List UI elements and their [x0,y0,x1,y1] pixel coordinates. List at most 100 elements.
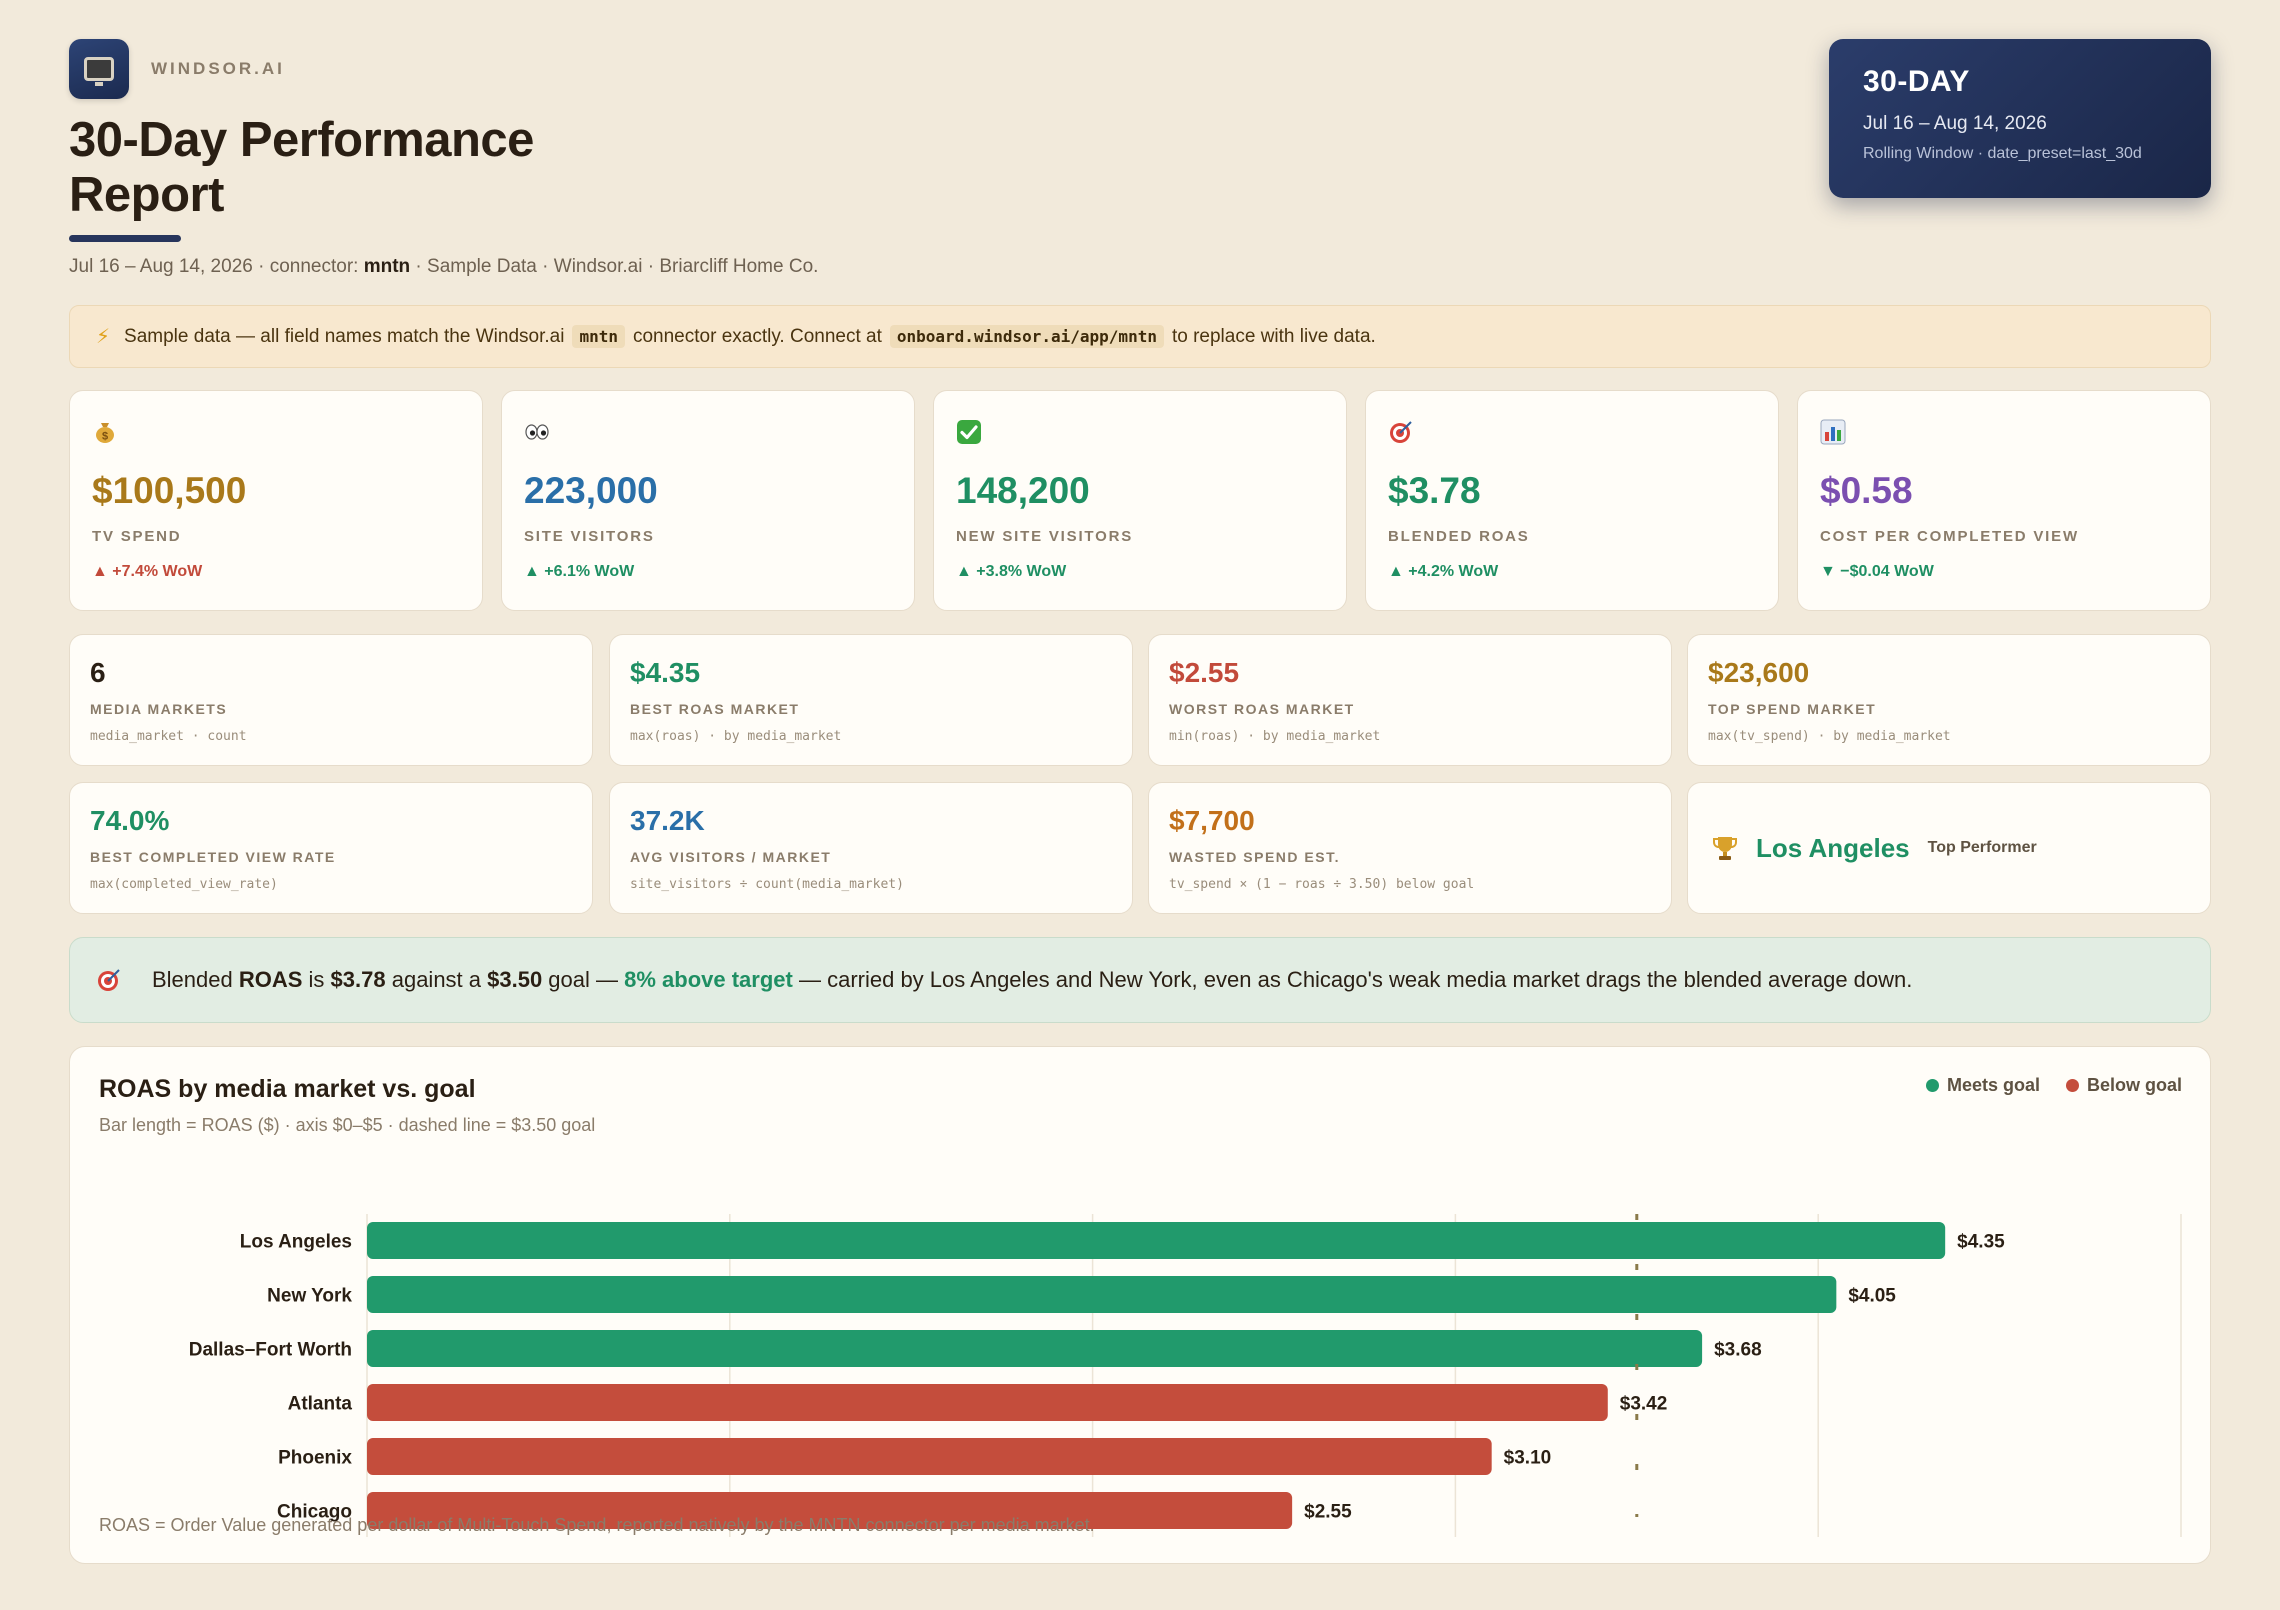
insight-bold: ROAS [238,967,303,992]
top-performer-card: Los Angeles Top Performer [1687,782,2211,914]
kpi-label: COST PER COMPLETED VIEW [1820,528,2079,545]
bar-dallas-fort-worth [367,1330,1703,1367]
metric-card-top-spend: $23,600 TOP SPEND MARKET max(tv_spend) ·… [1687,634,2211,766]
value-label: $4.35 [1957,1232,2005,1253]
value-label: $3.68 [1714,1340,1762,1361]
bar-chicago [367,1492,1293,1529]
metric-label: MEDIA MARKETS [90,701,228,717]
target-icon [1390,421,1412,443]
banner-code-url[interactable]: onboard.windsor.ai/app/mntn [889,325,1164,348]
metric-card-avg-visitors: 37.2K AVG VISITORS / MARKET site_visitor… [609,782,1133,914]
subline-date: Jul 16 – Aug 14, 2026 · connector: [69,256,364,277]
svg-text:$: $ [102,431,108,443]
kpi-label: BLENDED ROAS [1388,528,1530,545]
metric-label: TOP SPEND MARKET [1708,701,1877,717]
metric-value: $2.55 [1169,657,1240,688]
legend-label: Meets goal [1946,1075,2040,1095]
kpi-delta: ▲ +6.1% WoW [524,563,635,580]
kpi-card-new-site-visitors: 148,200 NEW SITE VISITORS ▲ +3.8% WoW [933,390,1347,611]
metric-card-best-roas: $4.35 BEST ROAS MARKET max(roas) · by me… [609,634,1133,766]
legend-meets-goal: Meets goal [1925,1075,2040,1096]
title-underline [69,235,181,242]
legend-below-goal: Below goal [2065,1075,2182,1096]
insight-bold: $3.78 [330,967,386,992]
window-dates: Jul 16 – Aug 14, 2026 [1863,113,2047,134]
value-label: $3.10 [1504,1448,1552,1469]
roas-chart-card: ROAS by media market vs. goal Bar length… [69,1046,2211,1564]
page-title-line2: Report [69,168,224,222]
insight-text-part: — carried by Los Angeles and New York, e… [792,967,1913,992]
category-label: Atlanta [288,1394,353,1415]
metric-value: 37.2K [630,805,705,836]
metric-label: WASTED SPEND EST. [1169,849,1340,865]
kpi-label: NEW SITE VISITORS [956,528,1134,545]
sample-data-banner: ⚡ Sample data — all field names match th… [69,305,2211,368]
value-label: $3.42 [1620,1394,1668,1415]
subline-meta: · Sample Data · Windsor.ai · Briarcliff … [410,256,819,277]
bar-phoenix [367,1438,1492,1475]
brand-name: WINDSOR.AI [151,59,285,78]
insight-text-part: Blended [152,967,239,992]
report-header: WINDSOR.AI 30-Day Performance Report Jul… [69,39,2211,278]
category-label: Chicago [277,1502,352,1523]
check-mark-icon [957,420,981,444]
kpi-delta: ▲ +3.8% WoW [956,563,1067,580]
page-title-line1: 30-Day Performance [69,113,534,167]
roas-insight-callout: Blended ROAS is $3.78 against a $3.50 go… [69,937,2211,1023]
metric-value: $23,600 [1708,657,1810,688]
insight-text-part: is [302,967,331,992]
window-meta: Rolling Window · date_preset=last_30d [1863,145,2142,162]
bar-los-angeles [367,1222,1946,1259]
subline-connector: mntn [363,256,411,277]
top-performer-tag: Top Performer [1927,839,2037,856]
kpi-card-site-visitors: 223,000 SITE VISITORS ▲ +6.1% WoW [501,390,915,611]
category-label: Los Angeles [240,1232,352,1253]
kpi-value: $3.78 [1388,470,1481,511]
metric-label: WORST ROAS MARKET [1169,701,1355,717]
metric-value: 6 [90,657,106,688]
top-performer-city: Los Angeles [1756,832,1910,863]
legend-label: Below goal [2086,1075,2182,1095]
metric-formula: site_visitors ÷ count(media_market) [630,877,904,892]
metric-label: BEST COMPLETED VIEW RATE [90,849,336,865]
chart-footnote: ROAS = Order Value generated per dollar … [99,1515,1095,1535]
value-label: $2.55 [1304,1502,1352,1523]
insight-text-part: goal — [542,967,625,992]
chart-legend: Meets goal Below goal [1925,1075,2182,1096]
insight-text-part: against a [385,967,488,992]
metric-card-completed-view-rate: 74.0% BEST COMPLETED VIEW RATE max(compl… [69,782,593,914]
kpi-card-tv-spend: $ $100,500 TV SPEND ▲ +7.4% WoW [69,390,483,611]
bar-chart-icon [1820,419,1846,445]
banner-text-2: connector exactly. Connect at [632,325,882,347]
money-bag-icon: $ [96,423,114,443]
kpi-label: SITE VISITORS [524,528,655,545]
metric-label: AVG VISITORS / MARKET [630,849,832,865]
report-subline: Jul 16 – Aug 14, 2026 · connector: mntn … [69,256,2211,278]
metric-value: $4.35 [630,657,701,688]
brand: WINDSOR.AI [69,39,2211,99]
bar-new-york [367,1276,1837,1313]
legend-dot-red [2065,1079,2079,1092]
metric-label: BEST ROAS MARKET [630,701,800,717]
category-label: New York [267,1286,352,1307]
kpi-delta: ▲ +7.4% WoW [92,563,203,580]
kpi-value: 223,000 [524,470,658,511]
kpi-value: $0.58 [1820,470,1913,511]
metric-formula: media_market · count [90,729,247,744]
tv-logo-icon [69,39,129,99]
kpi-value: 148,200 [956,470,1090,511]
page-title: 30-Day Performance Report [69,113,2211,223]
insight-bold: $3.50 [487,967,543,992]
insight-highlight: 8% above target [624,967,793,992]
kpi-label: TV SPEND [92,528,182,545]
category-label: Dallas–Fort Worth [189,1340,352,1361]
kpi-card-cost-per-completed-view: $0.58 COST PER COMPLETED VIEW ▼ −$0.04 W… [1797,390,2211,611]
lightning-icon: ⚡ [96,326,111,348]
chart-title: ROAS by media market vs. goal [99,1075,476,1103]
legend-dot-green [1925,1079,1939,1092]
metric-value: 74.0% [90,805,170,836]
chart-subtitle: Bar length = ROAS ($) · axis $0–$5 · das… [99,1115,596,1135]
banner-text-1: Sample data — all field names match the … [124,325,565,347]
kpi-card-blended-roas: $3.78 BLENDED ROAS ▲ +4.2% WoW [1365,390,1779,611]
